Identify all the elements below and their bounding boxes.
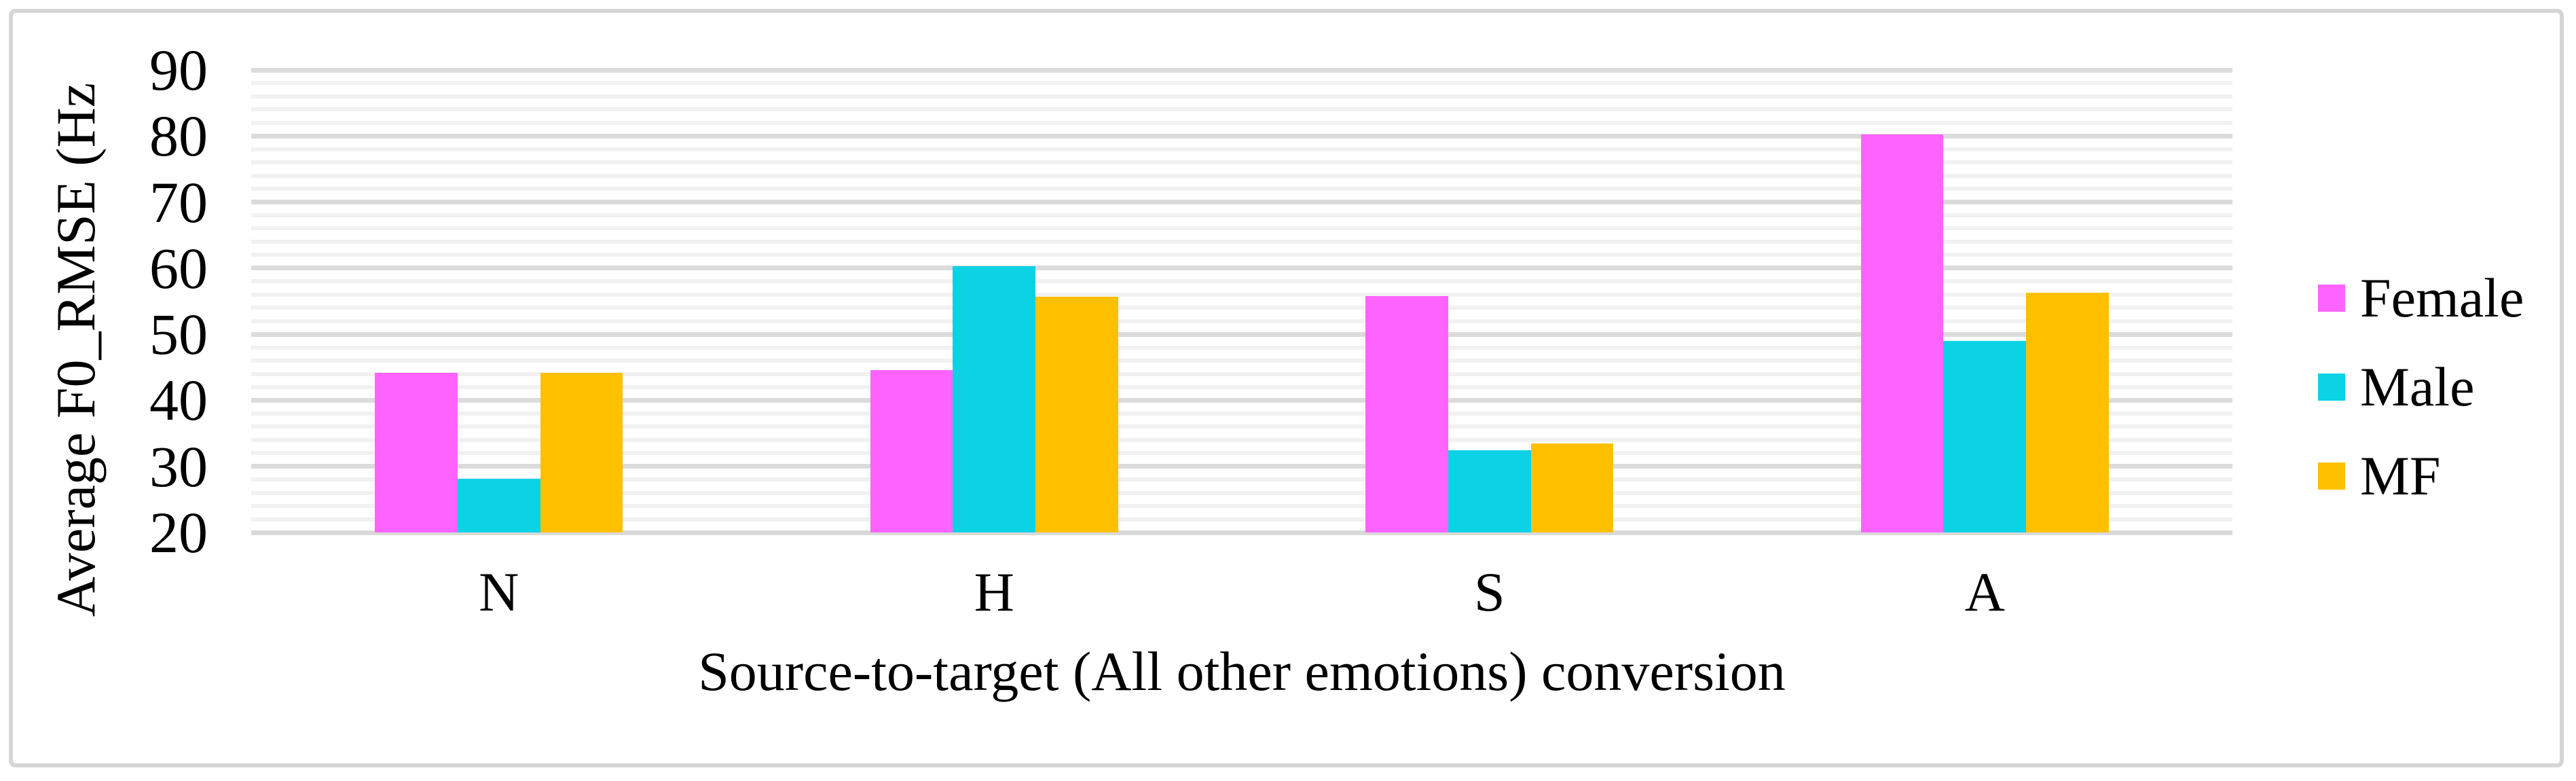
gridline-minor — [251, 120, 2232, 125]
gridline-minor — [251, 437, 2232, 442]
gridline-minor — [251, 239, 2232, 244]
gridline-major — [251, 266, 2232, 271]
gridline-minor — [251, 187, 2232, 192]
gridline-minor — [251, 173, 2232, 178]
y-tick-label-30: 30 — [149, 433, 208, 499]
gridline-minor — [251, 226, 2232, 231]
gridline-major — [251, 331, 2232, 337]
legend-swatch-mf-icon — [2318, 462, 2345, 490]
x-axis-title: Source-to-target (All other emotions) co… — [698, 640, 1786, 702]
y-tick-label-20: 20 — [149, 500, 208, 565]
x-category-label-H: H — [974, 561, 1014, 623]
gridline-major — [251, 67, 2232, 73]
plot-area — [251, 67, 2232, 535]
legend-swatch-male-icon — [2318, 374, 2345, 401]
gridline-minor — [251, 359, 2232, 363]
x-category-label-N: N — [479, 561, 519, 623]
bar-female-N — [375, 372, 458, 532]
bar-male-A — [1943, 340, 2027, 532]
gridline-major — [251, 133, 2232, 139]
x-category-label-A: A — [1964, 561, 2005, 623]
bar-female-S — [1365, 295, 1448, 532]
gridline-minor — [251, 504, 2232, 509]
gridline-minor — [251, 81, 2232, 86]
axis-baseline — [251, 530, 2232, 535]
gridline-minor — [251, 147, 2232, 151]
gridline-minor — [251, 424, 2232, 429]
y-tick-label-60: 60 — [149, 235, 208, 301]
x-category-label-S: S — [1473, 561, 1505, 623]
gridline-minor — [251, 319, 2232, 323]
legend-swatch-female-icon — [2318, 285, 2345, 312]
gridline-minor — [251, 213, 2232, 218]
bar-female-A — [1860, 134, 1944, 532]
legend-item-male: Male — [2318, 359, 2474, 415]
y-tick-label-70: 70 — [149, 169, 208, 235]
gridline-minor — [251, 384, 2232, 389]
gridline-minor — [251, 160, 2232, 165]
y-tick-label-80: 80 — [149, 103, 208, 169]
legend-label-female: Female — [2360, 267, 2524, 329]
bar-male-N — [457, 479, 540, 532]
bar-mf-H — [1035, 296, 1118, 532]
bar-male-S — [1448, 450, 1531, 532]
y-tick-label-40: 40 — [149, 367, 208, 433]
gridline-minor — [251, 490, 2232, 495]
legend-label-mf: MF — [2360, 445, 2441, 507]
y-tick-label-50: 50 — [149, 302, 208, 367]
gridline-minor — [251, 517, 2232, 522]
bar-female-H — [870, 369, 953, 532]
gridline-minor — [251, 306, 2232, 310]
gridline-major — [251, 464, 2232, 469]
gridline-minor — [251, 345, 2232, 350]
gridline-minor — [251, 107, 2232, 112]
gridline-minor — [251, 94, 2232, 98]
legend-label-male: Male — [2360, 356, 2475, 418]
gridline-minor — [251, 253, 2232, 257]
gridline-minor — [251, 451, 2232, 456]
y-tick-label-90: 90 — [149, 37, 208, 103]
gridline-minor — [251, 371, 2232, 376]
gridline-major — [251, 200, 2232, 205]
legend-item-female: Female — [2318, 270, 2524, 326]
bar-male-H — [953, 266, 1036, 532]
bar-mf-A — [2026, 292, 2109, 532]
gridline-major — [251, 397, 2232, 403]
gridline-minor — [251, 279, 2232, 284]
bar-mf-S — [1530, 443, 1614, 532]
gridline-minor — [251, 292, 2232, 297]
gridline-minor — [251, 477, 2232, 482]
bar-mf-N — [540, 372, 623, 532]
gridline-minor — [251, 411, 2232, 416]
legend-item-mf: MF — [2318, 448, 2441, 504]
